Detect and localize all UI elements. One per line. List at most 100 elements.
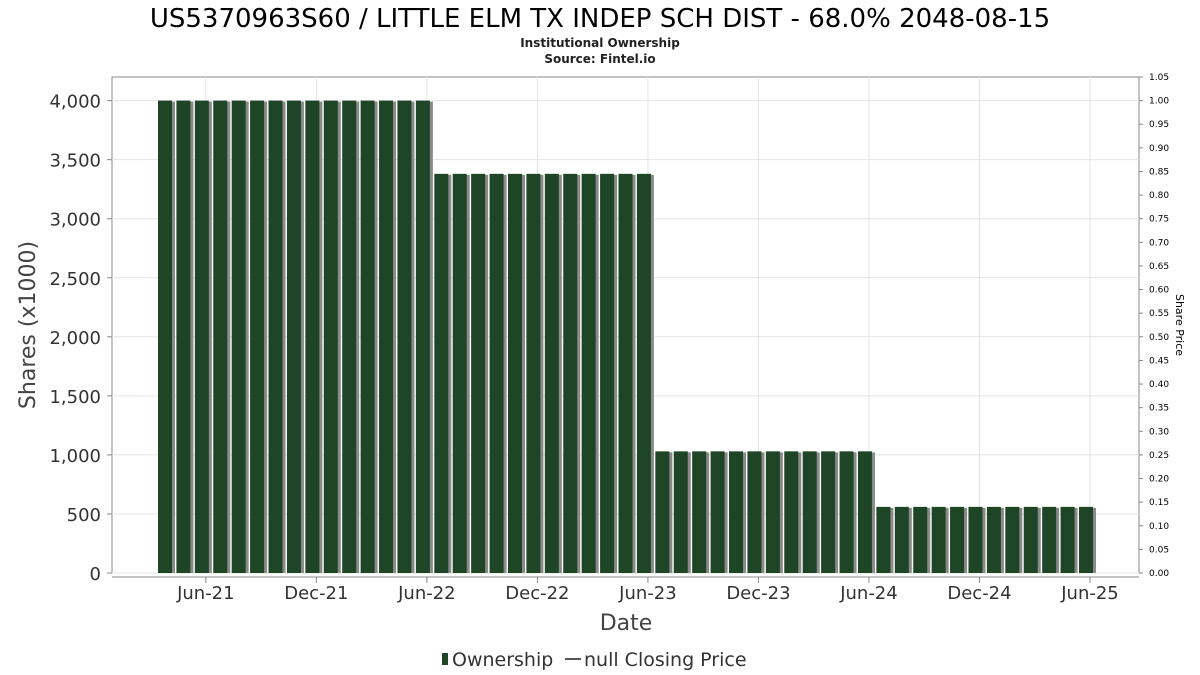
y-tick-label: 3,000 <box>49 210 101 231</box>
ownership-bar <box>747 451 762 573</box>
y2-tick-label: 0.55 <box>1149 309 1169 319</box>
ownership-bar <box>821 451 836 573</box>
x-tick-label: Dec-23 <box>726 583 790 604</box>
chart-title: US5370963S60 / LITTLE ELM TX INDEP SCH D… <box>150 4 1050 34</box>
ownership-bar <box>600 173 615 574</box>
ownership-bar <box>323 100 338 573</box>
y2-tick-label: 0.90 <box>1149 144 1169 154</box>
ownership-bar <box>158 100 172 573</box>
ownership-bar <box>968 506 983 573</box>
chart-source: Source: Fintel.io <box>544 52 655 66</box>
ownership-bar <box>784 451 799 573</box>
y2-tick-label: 0.10 <box>1149 522 1169 532</box>
y-tick-label: 2,000 <box>49 328 101 349</box>
ownership-bar <box>415 100 430 573</box>
y2-tick-label: 0.45 <box>1149 356 1169 366</box>
ownership-bar <box>268 100 283 573</box>
ownership-bar <box>655 451 670 573</box>
ownership-bar <box>176 100 191 573</box>
ownership-bar <box>471 173 486 574</box>
ownership-bar <box>379 100 394 573</box>
x-tick-label: Jun-21 <box>176 583 235 604</box>
ownership-bar <box>710 451 725 573</box>
ownership-bar <box>563 173 578 574</box>
y2-tick-label: 0.30 <box>1149 427 1169 437</box>
y2-tick-label: 0.65 <box>1149 262 1169 272</box>
ownership-bar <box>1079 506 1093 573</box>
y2-tick-label: 1.05 <box>1149 73 1169 83</box>
ownership-bar <box>931 506 946 573</box>
ownership-bar <box>1023 506 1038 573</box>
y-tick-label: 1,500 <box>49 387 101 408</box>
ownership-bar <box>1060 506 1075 573</box>
legend-ownership-label: Ownership <box>452 649 553 671</box>
ownership-bar <box>636 173 651 574</box>
x-axis-ticks: Jun-21 Dec-21 Jun-22 Dec-22 Jun-23 Dec-23 Jun-… <box>176 577 1119 604</box>
ownership-bar <box>397 100 412 573</box>
ownership-bar <box>857 451 872 573</box>
ownership-bar <box>544 173 559 574</box>
y2-tick-label: 0.25 <box>1149 451 1169 461</box>
y2-tick-label: 0.20 <box>1149 475 1169 485</box>
y-tick-label: 500 <box>67 505 101 526</box>
ownership-bar <box>950 506 965 573</box>
legend-ownership-swatch <box>442 653 448 665</box>
x-tick-label: Dec-21 <box>284 583 348 604</box>
ownership-bar <box>526 173 541 574</box>
x-axis-label: Date <box>600 611 653 636</box>
ownership-bar <box>250 100 265 573</box>
y2-tick-label: 0.40 <box>1149 380 1169 390</box>
ownership-bar <box>489 173 504 574</box>
y2-tick-label: 0.15 <box>1149 498 1169 508</box>
ownership-bar <box>876 506 891 573</box>
y-tick-label: 3,500 <box>49 151 101 172</box>
ownership-bar <box>839 451 854 573</box>
ownership-bar <box>231 100 246 573</box>
y2-tick-label: 0.70 <box>1149 238 1169 248</box>
x-tick-label: Jun-24 <box>839 583 898 604</box>
y2-tick-label: 0.60 <box>1149 286 1169 296</box>
y-tick-label: 1,000 <box>49 446 101 467</box>
y-axis-label: Shares (x1000) <box>16 241 41 409</box>
x-tick-label: Jun-23 <box>618 583 677 604</box>
ownership-bar <box>360 100 375 573</box>
y2-tick-label: 0.75 <box>1149 215 1169 225</box>
y2-tick-label: 0.80 <box>1149 191 1169 201</box>
ownership-bar <box>692 451 707 573</box>
ownership-bar <box>913 506 928 573</box>
ownership-bar <box>1005 506 1020 573</box>
ownership-bar <box>507 173 522 574</box>
ownership-bar <box>802 451 817 573</box>
x-tick-label: Dec-24 <box>947 583 1011 604</box>
y2-tick-label: 0.35 <box>1149 404 1169 414</box>
ownership-bar <box>305 100 320 573</box>
ownership-bar <box>194 100 209 573</box>
y2-axis-ticks: 0.00 0.05 0.10 0.15 0.20 0.25 0.30 0.35 0.40 0.45… <box>1139 73 1169 579</box>
ownership-bar <box>894 506 909 573</box>
y2-axis-label: Share Price <box>1173 294 1186 356</box>
x-tick-label: Jun-22 <box>397 583 456 604</box>
ownership-bar <box>765 451 780 573</box>
y2-tick-label: 0.05 <box>1149 545 1169 555</box>
ownership-bar <box>286 100 301 573</box>
ownership-bar <box>213 100 228 573</box>
y-tick-label: 4,000 <box>49 92 101 113</box>
bars-group <box>158 100 1096 574</box>
y2-tick-label: 0.50 <box>1149 333 1169 343</box>
y2-tick-label: 0.85 <box>1149 167 1169 177</box>
ownership-bar <box>729 451 744 573</box>
y2-tick-label: 0.95 <box>1149 120 1169 130</box>
x-tick-label: Jun-25 <box>1060 583 1119 604</box>
ownership-bar <box>581 173 596 574</box>
y2-tick-label: 1.00 <box>1149 97 1169 107</box>
ownership-bar <box>452 173 467 574</box>
ownership-bar <box>986 506 1001 573</box>
y-tick-label: 2,500 <box>49 269 101 290</box>
ownership-bar <box>673 451 688 573</box>
y-tick-label: 0 <box>90 564 101 585</box>
ownership-bar <box>618 173 633 574</box>
x-tick-label: Dec-22 <box>505 583 569 604</box>
legend: Ownership null Closing Price <box>442 649 747 671</box>
y2-tick-label: 0.00 <box>1149 569 1169 579</box>
